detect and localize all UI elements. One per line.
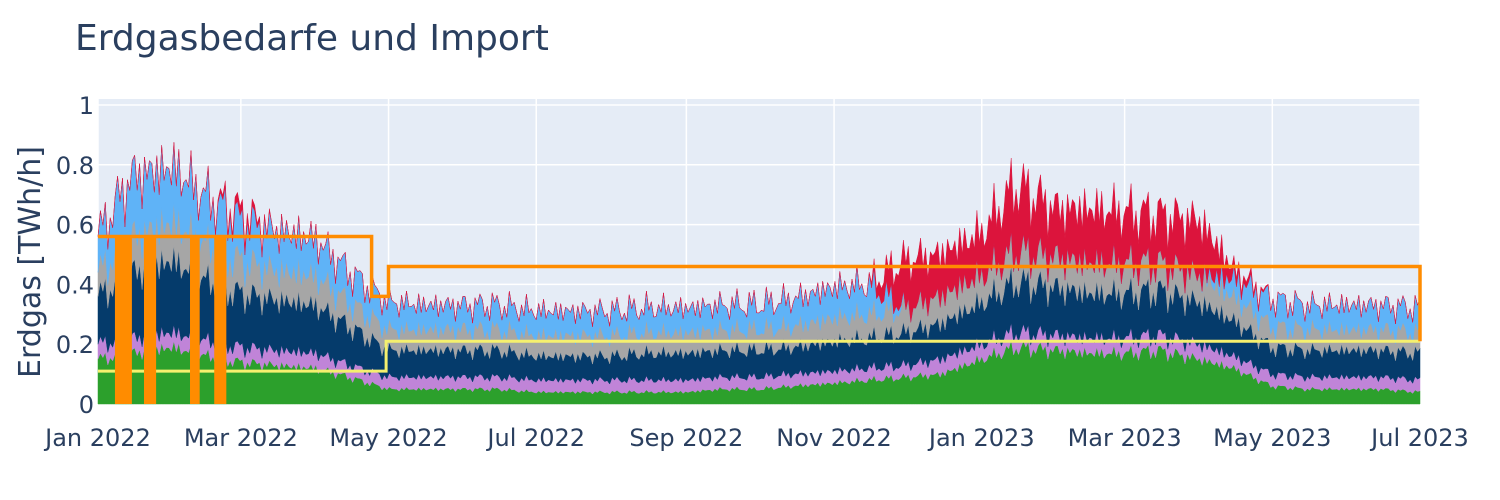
tick-layer: 0 0.2 0.4 0.6 0.8 1 Jan 2022 Mar 2022 May 2022 Ju… <box>43 92 1469 452</box>
import-orange-dip <box>114 236 132 404</box>
y-tick-label: 1 <box>79 92 94 120</box>
import-line-orange <box>98 234 1422 342</box>
y-tick-label: 0 <box>79 391 94 419</box>
import-orange-dip <box>214 236 227 404</box>
import-orange-dip <box>190 236 200 404</box>
import-orange-dip <box>144 236 157 404</box>
x-tick-label: May 2022 <box>329 424 447 452</box>
y-tick-label: 0.6 <box>56 212 94 240</box>
x-tick-label: May 2023 <box>1213 424 1331 452</box>
import-line-yellow <box>98 339 1420 373</box>
x-tick-label: Jan 2022 <box>43 424 151 452</box>
chart-title: Erdgasbedarfe und Import <box>75 18 549 59</box>
y-tick-label: 0.8 <box>56 152 94 180</box>
y-tick-label: 0.4 <box>56 271 94 299</box>
x-tick-label: Jul 2022 <box>485 424 585 452</box>
y-axis-title: Erdgas [TWh/h] <box>13 146 48 378</box>
x-tick-label: Sep 2022 <box>629 424 743 452</box>
x-tick-label: Nov 2022 <box>776 424 892 452</box>
y-tick-label: 0.2 <box>56 331 94 359</box>
line-layer <box>98 234 1422 404</box>
x-tick-label: Mar 2022 <box>184 424 298 452</box>
x-tick-label: Jan 2023 <box>927 424 1035 452</box>
x-tick-label: Jul 2023 <box>1369 424 1469 452</box>
x-tick-label: Mar 2023 <box>1068 424 1182 452</box>
